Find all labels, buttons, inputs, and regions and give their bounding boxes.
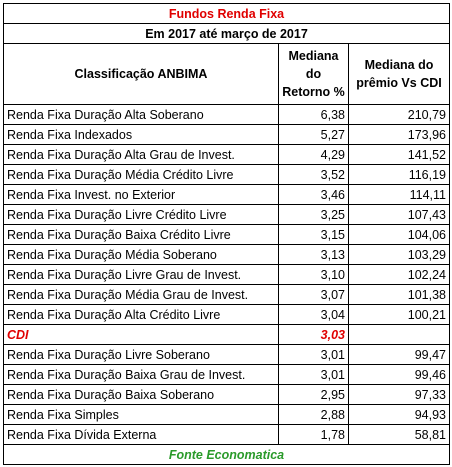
table-body: Renda Fixa Duração Alta Soberano 6,38 210,… [3,104,450,445]
cell: 114,11 [348,184,450,205]
header-row: Classificação ANBIMA Mediana do Retorno %… [3,43,450,105]
cell: Renda Fixa Duração Média Grau de Invest. [3,284,279,305]
cell: 141,52 [348,144,450,165]
cell: 5,27 [278,124,349,145]
highlight-row: CDI 3,03 [3,324,450,345]
table-foot: Fonte Economatica [3,444,450,465]
cell: Renda Fixa Indexados [3,124,279,145]
cell: 103,29 [348,244,450,265]
row: Renda Fixa Duração Média Grau de Invest.… [3,284,450,305]
cell: 3,04 [278,304,349,325]
cell: 100,21 [348,304,450,325]
cell: 6,38 [278,104,349,125]
cell: Renda Fixa Dívida Externa [3,424,279,445]
cell: Renda Fixa Duração Baixa Crédito Livre [3,224,279,245]
cell: 2,95 [278,384,349,405]
cell: Renda Fixa Duração Baixa Grau de Invest. [3,364,279,385]
source: Fonte Economatica [3,444,450,465]
cell: 4,29 [278,144,349,165]
cell: 3,13 [278,244,349,265]
row: Renda Fixa Duração Alta Crédito Livre 3,0… [3,304,450,325]
row: Renda Fixa Dívida Externa 1,78 58,81 [3,424,450,445]
cell: 101,38 [348,284,450,305]
cell: 3,01 [278,364,349,385]
row: Renda Fixa Duração Livre Grau de Invest.… [3,264,450,285]
row: Renda Fixa Duração Alta Soberano 6,38 210,… [3,104,450,125]
title: Fundos Renda Fixa [3,3,450,24]
cell: 3,07 [278,284,349,305]
cell: Renda Fixa Simples [3,404,279,425]
cell: 3,52 [278,164,349,185]
row: Renda Fixa Invest. no Exterior 3,46 114,11 [3,184,450,205]
cell: Renda Fixa Duração Alta Soberano [3,104,279,125]
cell: 3,46 [278,184,349,205]
cell: 1,78 [278,424,349,445]
cell: Renda Fixa Duração Livre Grau de Invest. [3,264,279,285]
cell: 94,93 [348,404,450,425]
cell: 102,24 [348,264,450,285]
row: Renda Fixa Duração Livre Crédito Livre 3,… [3,204,450,225]
cell: 107,43 [348,204,450,225]
cell: 3,10 [278,264,349,285]
cell: 3,25 [278,204,349,225]
cell: CDI [3,324,279,345]
cell: 3,03 [278,324,349,345]
cell: Renda Fixa Duração Alta Crédito Livre [3,304,279,325]
cell: Renda Fixa Duração Média Soberano [3,244,279,265]
cell: 99,47 [348,344,450,365]
row: Renda Fixa Duração Livre Soberano 3,01 99,… [3,344,450,365]
cell: 58,81 [348,424,450,445]
row: Renda Fixa Simples 2,88 94,93 [3,404,450,425]
column-header: Mediana do Retorno % [278,43,349,105]
cell: Renda Fixa Duração Livre Soberano [3,344,279,365]
row: Renda Fixa Indexados 5,27 173,96 [3,124,450,145]
data-table: Fundos Renda Fixa Em 2017 até março de 2… [3,3,450,465]
cell: 104,06 [348,224,450,245]
source-row: Fonte Economatica [3,444,450,465]
subtitle: Em 2017 até março de 2017 [3,23,450,44]
cell: Renda Fixa Duração Média Crédito Livre [3,164,279,185]
cell: 116,19 [348,164,450,185]
cell: 99,46 [348,364,450,385]
column-header: Classificação ANBIMA [3,43,279,105]
cell: 2,88 [278,404,349,425]
row: Renda Fixa Duração Baixa Grau de Invest.… [3,364,450,385]
subtitle-row: Em 2017 até março de 2017 [3,23,450,44]
cell [348,324,450,345]
cell: Renda Fixa Duração Alta Grau de Invest. [3,144,279,165]
cell: 3,15 [278,224,349,245]
column-header: Mediana do prêmio Vs CDI [348,43,450,105]
cell: 210,79 [348,104,450,125]
cell: 3,01 [278,344,349,365]
title-row: Fundos Renda Fixa [3,3,450,24]
cell: Renda Fixa Duração Livre Crédito Livre [3,204,279,225]
row: Renda Fixa Duração Baixa Soberano 2,95 97,… [3,384,450,405]
cell: Renda Fixa Invest. no Exterior [3,184,279,205]
cell: 97,33 [348,384,450,405]
table-head: Fundos Renda Fixa Em 2017 até março de 2… [3,3,450,105]
row: Renda Fixa Duração Média Soberano 3,13 103… [3,244,450,265]
row: Renda Fixa Duração Média Crédito Livre 3,… [3,164,450,185]
cell: Renda Fixa Duração Baixa Soberano [3,384,279,405]
cell: 173,96 [348,124,450,145]
row: Renda Fixa Duração Baixa Crédito Livre 3,… [3,224,450,245]
row: Renda Fixa Duração Alta Grau de Invest. 4… [3,144,450,165]
